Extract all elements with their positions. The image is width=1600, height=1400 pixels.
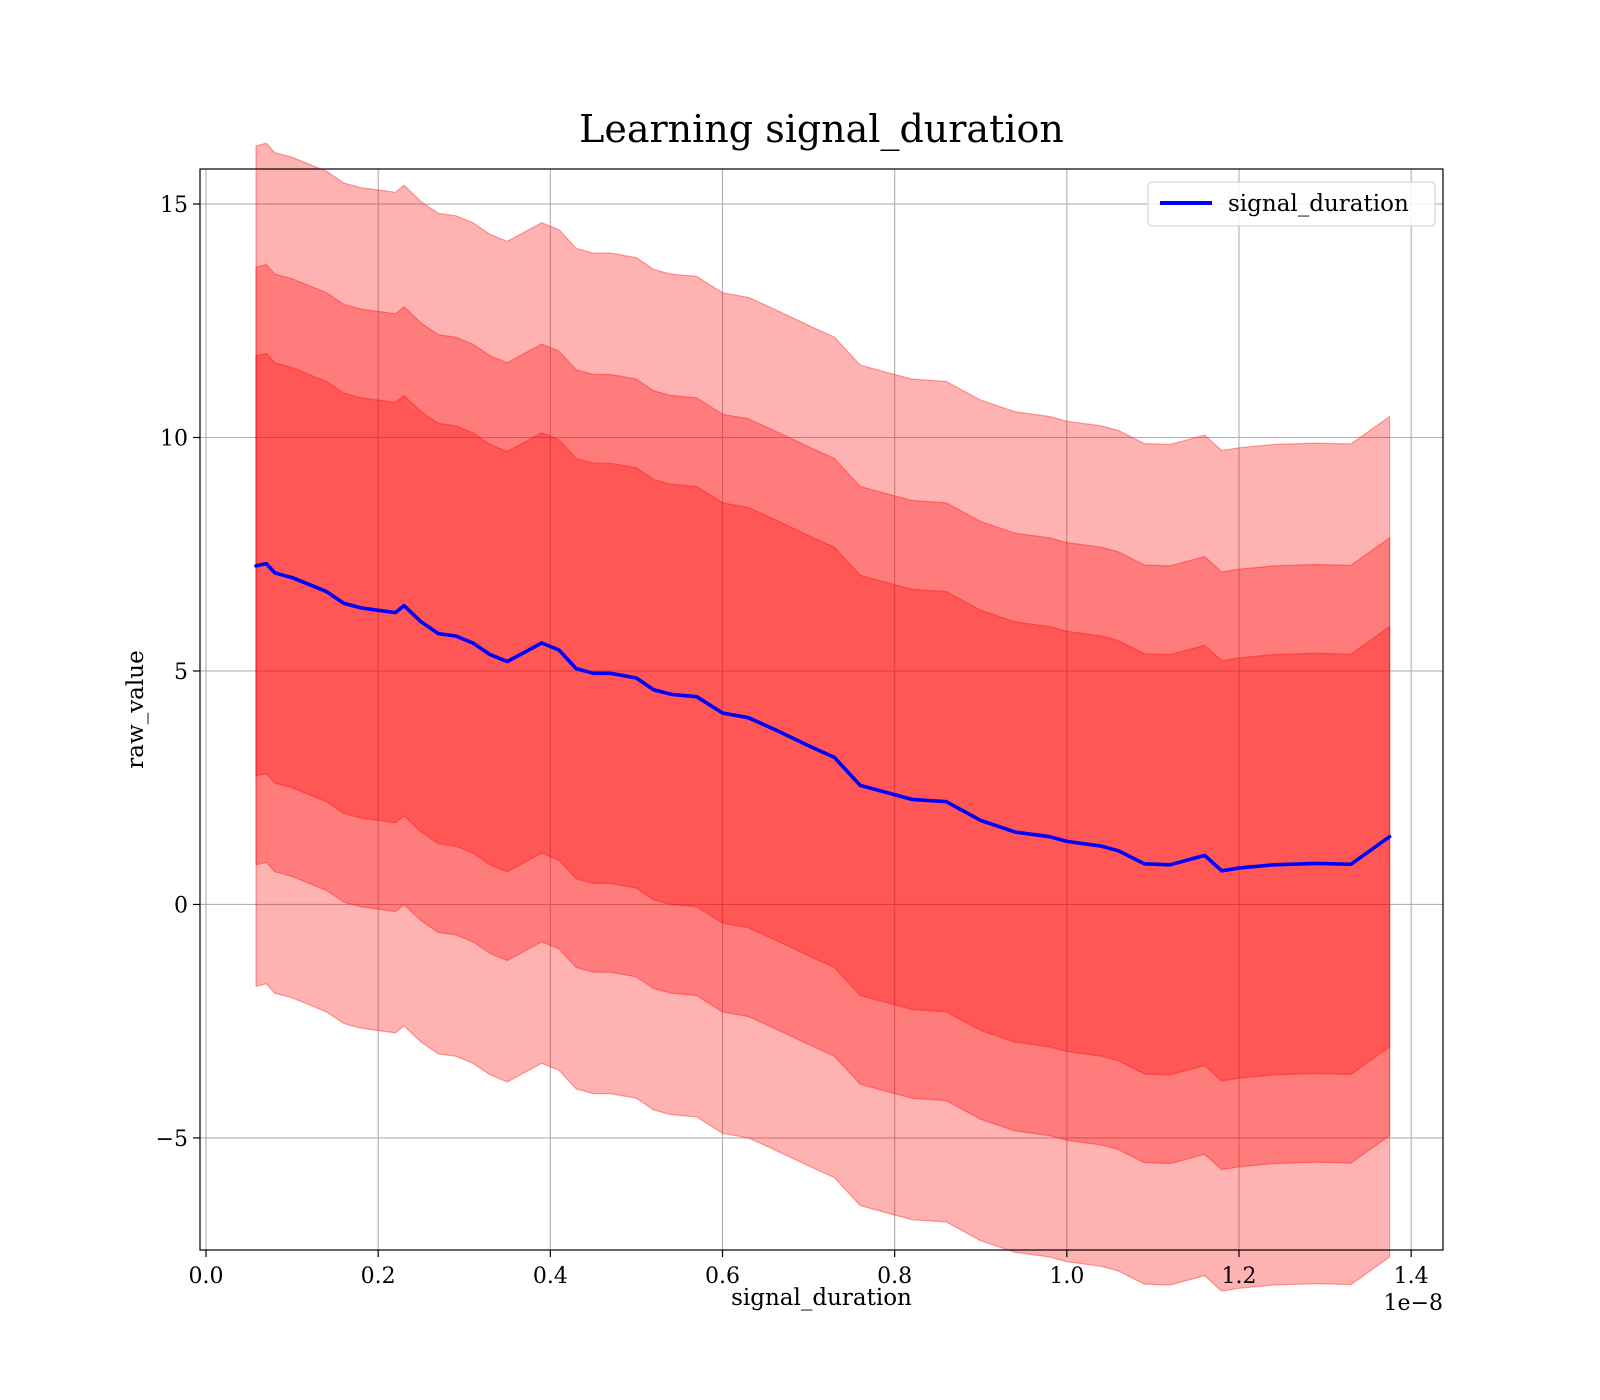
legend-box — [1147, 181, 1436, 227]
x-tick-label: 1.0 — [1049, 1264, 1084, 1289]
legend: signal_duration — [1147, 181, 1436, 227]
series-lines — [254, 561, 1392, 873]
x-axis-label: signal_duration — [731, 1285, 912, 1311]
confidence-bands — [255, 142, 1391, 1292]
confidence-band — [255, 264, 1391, 1171]
x-axis-offset-label: 1e−8 — [1384, 1291, 1443, 1316]
grid-lines — [200, 169, 1443, 1250]
axis-ticks: 0.0 0.2 0.4 0.6 0.8 1.0 1.2 1.4 −5 0 5 10 15 — [156, 193, 1429, 1289]
x-tick-label: 1.4 — [1394, 1264, 1429, 1289]
confidence-band — [255, 142, 1391, 1292]
confidence-band — [255, 352, 1391, 1082]
x-tick-label: 1.2 — [1221, 1264, 1256, 1289]
y-axis-label: raw_value — [123, 650, 149, 768]
x-tick-label: 0.4 — [533, 1264, 568, 1289]
series-line-signal-duration — [254, 561, 1392, 873]
y-tick-label: 10 — [160, 426, 188, 451]
chart-title: Learning signal_duration — [579, 107, 1064, 152]
x-tick-label: 0.0 — [189, 1264, 224, 1289]
y-tick-label: 0 — [174, 893, 188, 918]
legend-entry-label: signal_duration — [1228, 191, 1409, 217]
x-tick-label: 0.2 — [361, 1264, 396, 1289]
x-tick-label: 0.8 — [877, 1264, 912, 1289]
plot-area-frame — [199, 168, 1444, 1251]
x-tick-label: 0.6 — [705, 1264, 740, 1289]
y-tick-label: −5 — [156, 1127, 188, 1152]
y-tick-label: 15 — [160, 193, 188, 218]
y-tick-label: 5 — [174, 660, 188, 685]
